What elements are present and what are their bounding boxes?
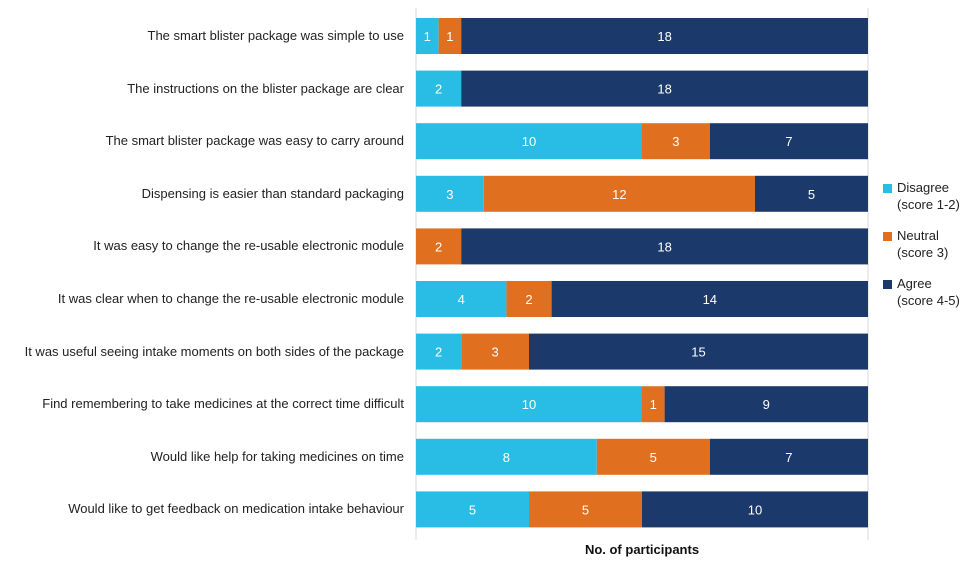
bar-segment: [461, 333, 529, 370]
x-axis-title: No. of participants: [584, 542, 700, 557]
data-label: 1: [446, 29, 453, 44]
category-label: The instructions on the blister package …: [127, 80, 404, 96]
category-label: The smart blister package was simple to …: [147, 28, 405, 43]
bar-segment: [438, 18, 462, 54]
data-label: 5: [650, 450, 657, 465]
bar-segment: [416, 70, 462, 107]
bar-segment: [416, 491, 529, 528]
bar-segment: [461, 18, 868, 54]
legend-swatch: [883, 232, 892, 241]
category-label: It was clear when to change the re-usabl…: [57, 291, 404, 306]
category-label: Would like to get feedback on medication…: [68, 501, 404, 517]
bar-segment: [642, 123, 710, 160]
data-label: 5: [582, 502, 589, 517]
bar-segment: [461, 228, 868, 265]
data-label: 2: [525, 292, 532, 307]
bar-segment: [506, 281, 552, 317]
bar-segment: [709, 123, 868, 160]
data-label: 9: [763, 397, 770, 412]
data-label: 14: [703, 292, 717, 307]
bar-segment: [461, 70, 868, 107]
data-label: 2: [435, 345, 442, 360]
bar-segment: [416, 175, 484, 212]
legend-item: Neutral (score 3): [883, 227, 976, 261]
data-label: 5: [808, 187, 815, 202]
bar-segment: [483, 175, 755, 212]
legend-label: (score 4-5): [897, 293, 960, 308]
bar-segment: [551, 281, 868, 317]
data-label: 1: [650, 397, 657, 412]
data-label: 12: [612, 187, 626, 202]
legend-item: Agree (score 4-5): [883, 275, 976, 309]
data-label: 10: [522, 134, 536, 149]
bar-segment: [416, 123, 642, 160]
data-label: 2: [435, 82, 442, 97]
category-label: It was useful seeing intake moments on b…: [24, 343, 404, 359]
data-label: 3: [672, 134, 679, 149]
legend: Disagree (score 1-2) Neutral (score 3) Agree…: [883, 179, 976, 323]
bar-segment: [642, 491, 868, 528]
data-label: 3: [491, 345, 498, 360]
bar-segment: [416, 386, 642, 423]
data-label: 3: [446, 187, 453, 202]
category-label: Would like help for taking medicines on …: [150, 448, 404, 464]
data-label: 10: [748, 502, 762, 517]
legend-item: Disagree (score 1-2): [883, 179, 976, 213]
legend-label: (score 1-2): [897, 197, 960, 212]
data-label: 18: [657, 239, 671, 254]
bar-segment: [596, 438, 710, 475]
data-label: 7: [785, 134, 792, 149]
data-label: 5: [469, 502, 476, 517]
category-label: It was easy to change the re-usable elec…: [93, 238, 404, 254]
category-label: Dispensing is easier than standard packa…: [141, 185, 404, 201]
bar-segment: [529, 333, 868, 370]
data-label: 18: [657, 82, 671, 97]
bar-segment: [416, 281, 507, 317]
legend-label: Agree: [897, 276, 932, 291]
legend-label: Disagree: [897, 180, 950, 195]
legend-swatch: [883, 280, 892, 289]
bar-segment: [416, 438, 597, 475]
legend-label: (score 3): [897, 245, 949, 260]
bar-segment: [709, 438, 868, 475]
bar-segment: [642, 386, 665, 423]
data-label: 18: [657, 29, 671, 44]
data-label: 2: [435, 239, 442, 254]
data-label: 4: [458, 292, 465, 307]
data-label: 15: [691, 345, 705, 360]
bar-segment: [416, 228, 462, 265]
data-label: 8: [503, 450, 510, 465]
data-label: 10: [522, 397, 536, 412]
bar-segment: [416, 333, 462, 370]
legend-swatch: [883, 184, 892, 193]
bar-segment: [664, 386, 868, 423]
data-label: 1: [424, 29, 431, 44]
category-label: The smart blister package was easy to ca…: [105, 133, 404, 149]
bar-segment: [529, 491, 642, 528]
data-label: 7: [785, 450, 792, 465]
bar-segment: [416, 18, 439, 54]
legend-label: Neutral: [897, 228, 939, 243]
category-label: Find remembering to take medicines at th…: [42, 396, 404, 412]
bar-segment: [755, 175, 868, 212]
